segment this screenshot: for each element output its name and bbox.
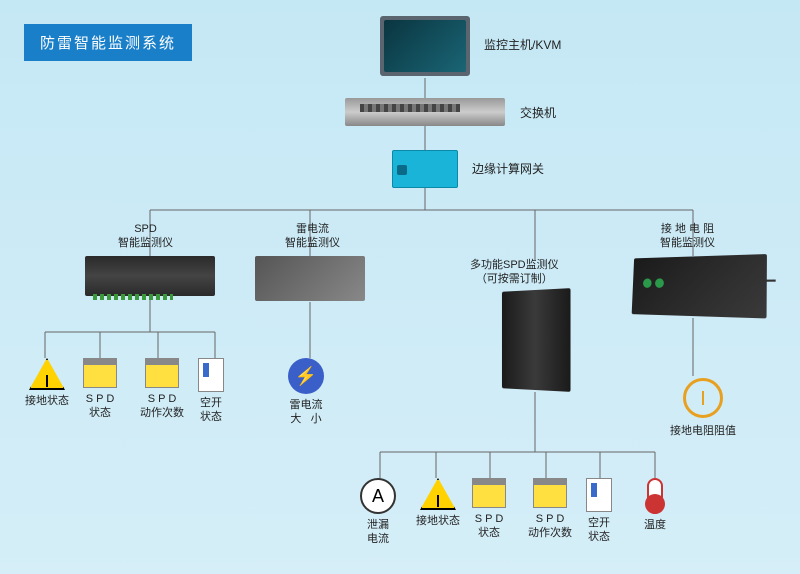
ground-monitor-device (632, 254, 767, 318)
leaf-spd_state1: S P D 状态 (83, 358, 117, 421)
breaker2-icon (586, 478, 612, 512)
diagram-title: 防雷智能监测系统 (24, 24, 192, 61)
leaf-spd_count1: S P D 动作次数 (140, 358, 184, 421)
leaf-lightning_mag: ⚡ 雷电流 大 小 (288, 358, 324, 427)
switch-device (345, 98, 505, 126)
spd_count1-label: S P D 动作次数 (140, 392, 184, 421)
breaker1-icon (198, 358, 224, 392)
spd_state1-icon (83, 358, 117, 388)
temp-label: 温度 (644, 518, 666, 532)
label-lightning-monitor: 雷电流 智能监测仪 (285, 222, 340, 251)
leaf-spd_state2: S P D 状态 (472, 478, 506, 541)
multi-monitor-device (502, 288, 571, 392)
ground1-icon (29, 358, 65, 390)
gateway-device (392, 150, 458, 188)
ground2-label: 接地状态 (416, 514, 460, 528)
spd_count1-icon (145, 358, 179, 388)
leaf-leakage: A 泄漏 电流 (360, 478, 396, 547)
node-ground-monitor (625, 256, 765, 316)
node-multi-monitor (500, 290, 570, 390)
label-ground-monitor: 接 地 电 阻 智能监测仪 (660, 222, 715, 251)
node-lightning-monitor (255, 256, 365, 301)
node-monitor (380, 16, 470, 76)
leaf-breaker1: 空开 状态 (198, 358, 224, 425)
ground1-label: 接地状态 (25, 394, 69, 408)
leaf-spd_count2: S P D 动作次数 (528, 478, 572, 541)
label-spd-monitor: SPD 智能监测仪 (118, 222, 173, 251)
breaker2-label: 空开 状态 (588, 516, 610, 545)
node-ground-value: 接地电阻阻值 (670, 378, 736, 438)
spd-monitor-device (85, 256, 215, 296)
leaf-breaker2: 空开 状态 (586, 478, 612, 545)
ground2-icon (420, 478, 456, 510)
leaf-ground2: 接地状态 (416, 478, 460, 528)
label-monitor: 监控主机/KVM (484, 36, 561, 53)
spd_state1-label: S P D 状态 (86, 392, 115, 421)
lightning_mag-label: 雷电流 大 小 (290, 398, 323, 427)
node-spd-monitor (85, 256, 215, 296)
spd_count2-icon (533, 478, 567, 508)
node-switch (345, 98, 505, 126)
spd_count2-label: S P D 动作次数 (528, 512, 572, 541)
ground-ring-icon (683, 378, 723, 418)
leaf-temp: 温度 (644, 478, 666, 532)
leakage-label: 泄漏 电流 (367, 518, 389, 547)
temp-icon (647, 478, 663, 514)
spd_state2-label: S P D 状态 (475, 512, 504, 541)
lightning-monitor-device (255, 256, 365, 301)
breaker1-label: 空开 状态 (200, 396, 222, 425)
label-switch: 交换机 (520, 104, 556, 121)
label-gateway: 边缘计算网关 (472, 160, 544, 177)
monitor-device (380, 16, 470, 76)
lightning_mag-icon: ⚡ (288, 358, 324, 394)
spd_state2-icon (472, 478, 506, 508)
node-gateway (392, 150, 458, 188)
label-multi-monitor: 多功能SPD监测仪 （可按需订制） (470, 258, 559, 287)
label-ground-value: 接地电阻阻值 (670, 424, 736, 438)
leakage-icon: A (360, 478, 396, 514)
leaf-ground1: 接地状态 (25, 358, 69, 408)
